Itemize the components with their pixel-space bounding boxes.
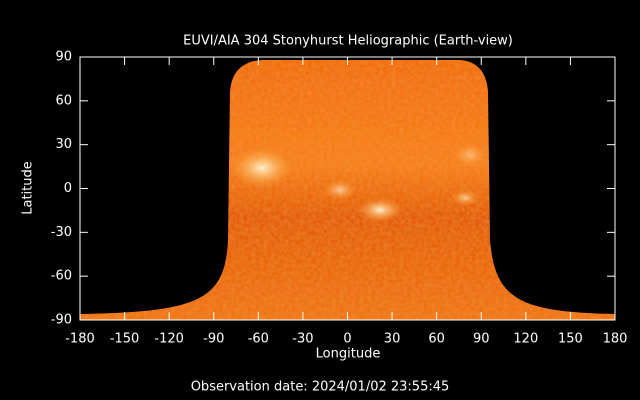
y-axis-label: Latitude [21, 161, 36, 215]
x-tick-label: -30 [292, 332, 313, 347]
x-tick-label: 180 [603, 332, 628, 347]
chart-title: EUVI/AIA 304 Stonyhurst Heliographic (Ea… [183, 34, 513, 49]
x-tick-label: 150 [558, 332, 583, 347]
x-tick-label: 90 [473, 332, 490, 347]
x-tick-label: -120 [154, 332, 184, 347]
x-tick-label: 30 [384, 332, 401, 347]
y-tick-label: 0 [64, 181, 72, 196]
x-tick-label: -60 [248, 332, 269, 347]
x-tick-label: 120 [513, 332, 538, 347]
solar-map [80, 60, 615, 320]
y-tick-label: -60 [51, 269, 72, 284]
y-tick-label: -30 [51, 225, 72, 240]
y-tick-label: 90 [55, 50, 72, 65]
x-tick-label: -150 [110, 332, 140, 347]
y-tick-label: -90 [51, 313, 72, 328]
y-tick-label: 30 [55, 137, 72, 152]
x-axis-label: Longitude [316, 347, 381, 362]
annotation: Observation date: 2024/01/02 23:55:45 [191, 380, 450, 395]
x-tick-label: -180 [65, 332, 95, 347]
x-tick-label: 0 [343, 332, 351, 347]
y-tick-label: 60 [55, 93, 72, 108]
x-tick-label: -90 [203, 332, 224, 347]
x-tick-label: 60 [428, 332, 445, 347]
